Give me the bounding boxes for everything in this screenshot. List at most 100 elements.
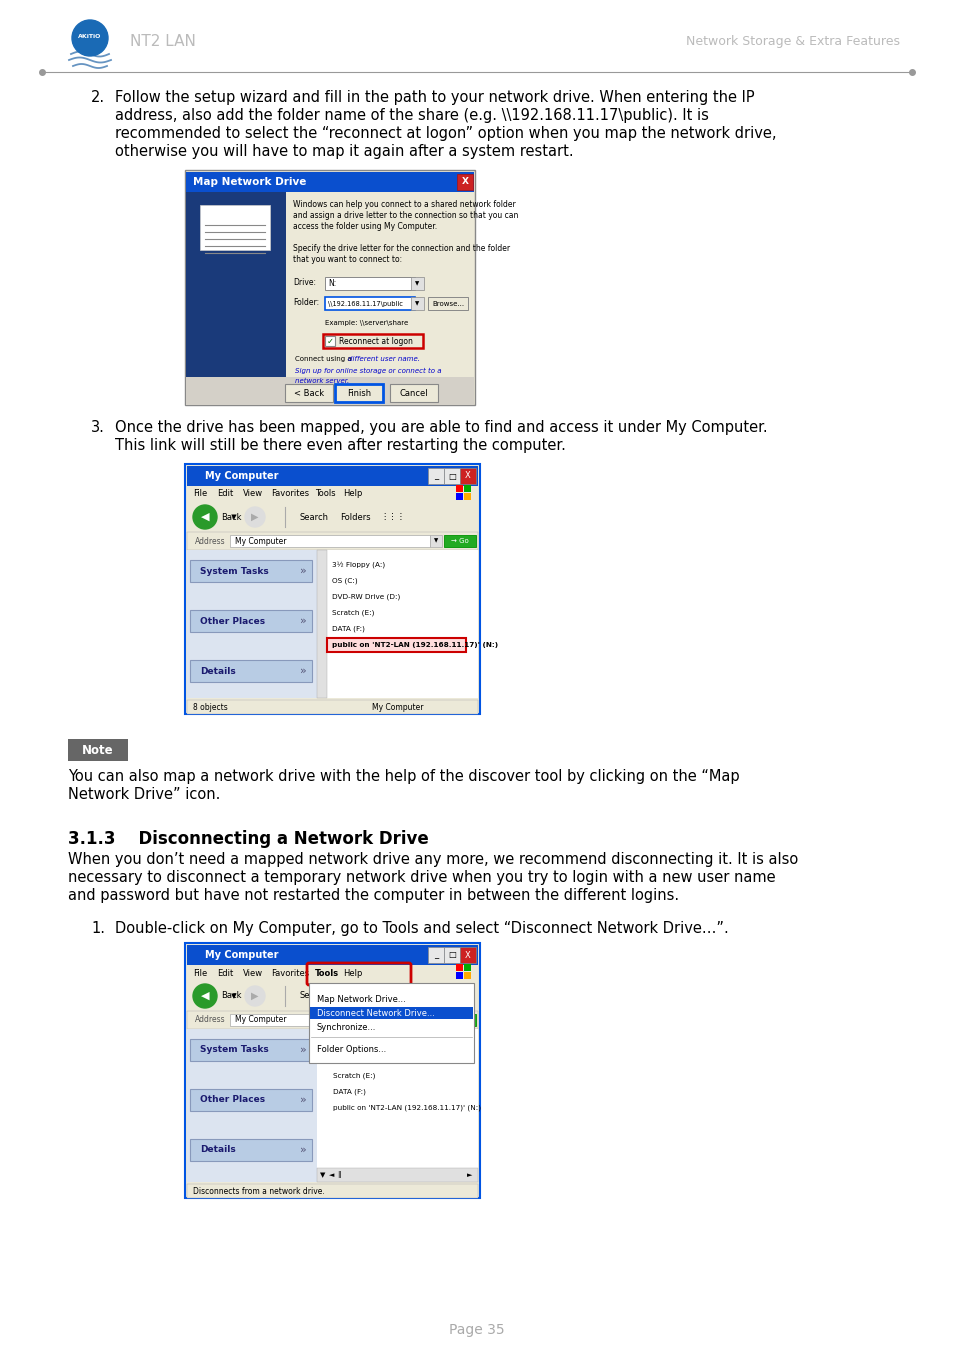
Bar [285,383,333,402]
Text: DATA (F:): DATA (F:) [332,626,364,632]
Bar [459,468,476,485]
Text: 2.: 2. [91,90,105,105]
Text: recommended to select the “reconnect at logon” option when you map the network d: recommended to select the “reconnect at … [115,126,776,140]
Text: Help: Help [343,490,362,498]
Text: My Computer: My Computer [372,702,423,711]
Bar [335,383,382,402]
Bar [463,485,471,491]
Bar [443,1014,476,1026]
Text: This link will still be there even after restarting the computer.: This link will still be there even after… [115,437,565,454]
Bar [456,972,462,979]
Text: Double-click on My Computer, go to Tools and select “Disconnect Network Drive…”.: Double-click on My Computer, go to Tools… [115,921,728,936]
Bar [428,946,443,963]
Text: ◀: ◀ [200,512,209,522]
Text: »: » [299,1145,306,1156]
Bar [463,964,471,971]
Text: Edit: Edit [216,968,233,977]
Text: Connect using a: Connect using a [294,356,354,362]
Text: ✓: ✓ [326,336,334,346]
Bar [411,297,423,310]
Text: network server.: network server. [294,378,349,383]
Text: OS (C:): OS (C:) [332,578,357,585]
Bar [190,1040,312,1061]
Bar [190,560,312,582]
Text: »: » [299,1095,306,1106]
Text: Help: Help [343,968,362,977]
Text: Details: Details [200,1146,235,1154]
Text: DVD-RW Drive (D:): DVD-RW Drive (D:) [332,594,400,601]
Text: 3.: 3. [91,420,105,435]
Text: ⋮⋮⋮: ⋮⋮⋮ [379,513,405,521]
Bar [452,486,477,502]
Text: OS (C:): OS (C:) [333,1041,358,1048]
Text: Folders: Folders [339,991,370,1000]
Text: Favorites: Favorites [271,490,309,498]
Text: Other Places: Other Places [200,1095,265,1104]
Text: Disconnect Network Drive...: Disconnect Network Drive... [316,1010,435,1018]
Bar [325,277,415,290]
Text: Folder:: Folder: [293,298,319,306]
Text: System Tasks: System Tasks [200,1045,269,1054]
Text: My Computer: My Computer [234,536,286,545]
Bar [185,170,475,405]
Text: Follow the setup wizard and fill in the path to your network drive. When enterin: Follow the setup wizard and fill in the … [115,90,754,105]
Text: Back: Back [221,991,241,1000]
Bar [443,468,459,485]
Text: Search: Search [299,991,329,1000]
Bar [443,946,459,963]
Text: N:: N: [328,279,335,289]
Bar [187,981,477,1011]
Text: My Computer: My Computer [205,471,278,481]
Bar [430,1014,441,1026]
Circle shape [245,986,265,1006]
Text: ▼: ▼ [415,301,418,306]
Text: 3½ Floppy (A:): 3½ Floppy (A:) [332,562,385,568]
Text: Specify the drive letter for the connection and the folder: Specify the drive letter for the connect… [293,244,510,252]
Text: _: _ [434,950,437,960]
Bar [186,192,286,405]
Bar [456,174,473,190]
Bar [187,466,477,486]
Text: public on 'NT2-LAN (192.168.11.17)' (N:): public on 'NT2-LAN (192.168.11.17)' (N:) [333,1104,480,1111]
Text: Folders: Folders [339,513,370,521]
Bar [390,383,437,402]
Text: Details: Details [200,667,235,675]
Text: File: File [193,968,207,977]
Text: ▼: ▼ [319,1172,325,1179]
Bar [186,377,474,405]
Circle shape [193,984,216,1008]
Text: _: _ [434,471,437,481]
Text: ◄: ◄ [329,1172,334,1179]
Bar [187,486,477,502]
Bar [190,660,312,682]
Bar [323,333,422,348]
Text: ◀: ◀ [200,991,209,1000]
Text: File: File [193,490,207,498]
Text: Address: Address [194,1015,226,1025]
Circle shape [71,20,108,55]
Text: »: » [299,666,306,676]
Text: Favorites: Favorites [271,968,309,977]
Bar [463,972,471,979]
Text: different user name.: different user name. [348,356,419,362]
Text: Finish: Finish [347,389,371,397]
Text: View: View [243,968,263,977]
Bar [456,493,462,500]
Text: ▼: ▼ [415,282,418,286]
Text: Synchronize...: Synchronize... [316,1023,376,1033]
Text: Cancel: Cancel [399,389,428,397]
Text: public on 'NT2-LAN (192.168.11.17)' (N:): public on 'NT2-LAN (192.168.11.17)' (N:) [332,643,497,648]
Text: access the folder using My Computer.: access the folder using My Computer. [293,221,436,231]
Text: Back: Back [221,513,241,521]
Text: ‖: ‖ [336,1172,340,1179]
Text: Scratch (E:): Scratch (E:) [333,1073,375,1079]
Text: View: View [243,490,263,498]
Text: Network Storage & Extra Features: Network Storage & Extra Features [685,35,899,49]
Bar [411,277,423,290]
Text: Reconnect at logon: Reconnect at logon [338,336,413,346]
Text: ▼: ▼ [434,1018,437,1022]
Text: 8 objects: 8 objects [193,702,228,711]
Text: □: □ [448,950,456,960]
Bar [463,493,471,500]
Text: System Tasks: System Tasks [200,567,269,575]
